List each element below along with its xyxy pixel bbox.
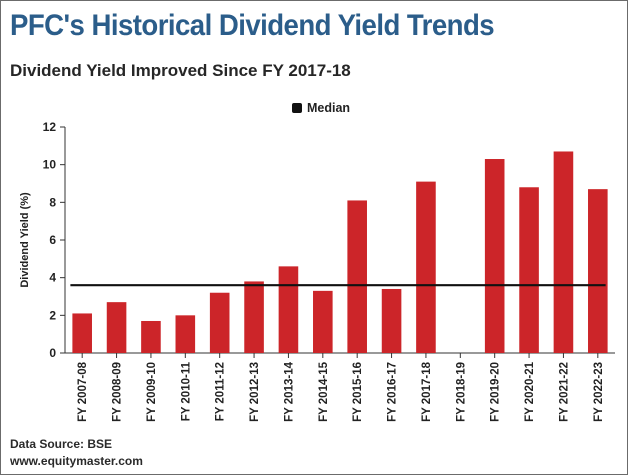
bar [141,320,161,353]
bar [484,159,505,353]
x-tick-label: FY 2018-19 [455,362,467,422]
bar [381,288,402,353]
x-tick-label: FY 2021-22 [558,362,570,422]
chart-title: PFC's Historical Dividend Yield Trends [10,9,495,42]
y-tick-label: 0 [49,346,56,360]
y-axis-label: Dividend Yield (%) [19,192,31,288]
x-tick-label: FY 2010-11 [180,361,192,421]
median-legend-swatch [292,103,302,113]
x-tick-label: FY 2016-17 [387,362,399,422]
bar [588,189,608,353]
legend: Median [292,100,350,116]
data-source-note: Data Source: BSE [10,437,113,451]
bar [347,200,367,353]
y-tick-label: 4 [49,271,56,285]
x-tick-label: FY 2009-10 [146,362,158,422]
x-tick-label: FY 2014-15 [318,361,330,421]
x-tick-label: FY 2015-16 [352,362,364,422]
bar [106,302,127,353]
y-tick-label: 10 [43,158,57,172]
bar [209,292,230,353]
y-tick-label: 12 [43,120,57,134]
x-tick-label: FY 2019-20 [490,362,502,422]
bar [175,315,196,353]
x-tick-label: FY 2020-21 [524,361,536,421]
x-tick-label: FY 2013-14 [283,361,295,421]
bar [519,187,539,353]
median-legend-label: Median [307,101,351,115]
x-tick-label: FY 2022-23 [593,362,605,422]
bar [278,266,299,353]
y-tick-label: 2 [49,308,56,322]
bar [72,313,92,353]
bar [313,290,333,353]
x-tick-label: FY 2007-08 [77,361,89,421]
bar [553,151,574,353]
bar [244,281,264,353]
y-tick-label: 6 [49,233,56,247]
x-tick-label: FY 2011-12 [215,362,227,421]
x-tick-label: FY 2017-18 [421,361,433,421]
bar [416,181,436,353]
website-credit: www.equitymaster.com [10,454,143,468]
x-tick-label: FY 2012-13 [249,362,261,422]
x-tick-label: FY 2008-09 [112,362,124,422]
y-tick-label: 8 [49,195,56,209]
chart-subtitle: Dividend Yield Improved Since FY 2017-18 [10,61,351,80]
